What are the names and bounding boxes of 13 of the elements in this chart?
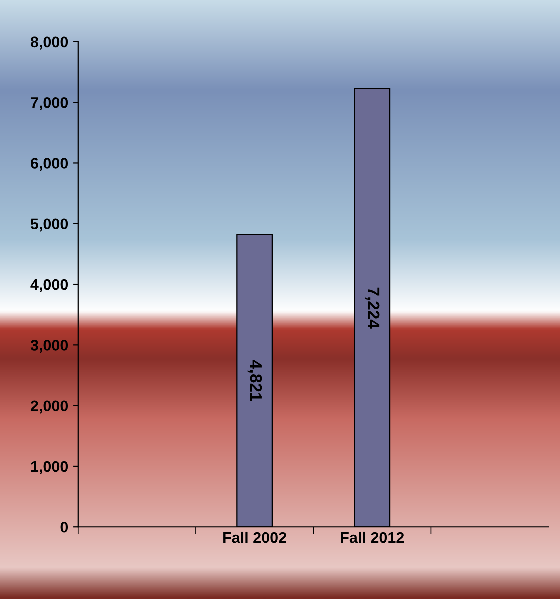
y-tick-label: 4,000: [30, 279, 68, 292]
y-tick-label: 7,000: [31, 97, 68, 110]
x-tick-label: Fall 2012: [341, 532, 404, 544]
data-label: 4,821: [248, 360, 262, 402]
y-tick-label: 5,000: [30, 218, 68, 232]
y-tick-label: 6,000: [31, 158, 68, 172]
y-tick-label: 1,000: [31, 461, 68, 474]
y-tick-label: 3,000: [30, 340, 68, 354]
y-tick-label: 0: [60, 522, 68, 533]
y-tick-label: 2,000: [30, 400, 68, 414]
y-tick-label: 8,000: [30, 36, 68, 50]
data-label: 7,224: [366, 288, 380, 329]
x-tick-label: Fall 2002: [224, 532, 286, 544]
